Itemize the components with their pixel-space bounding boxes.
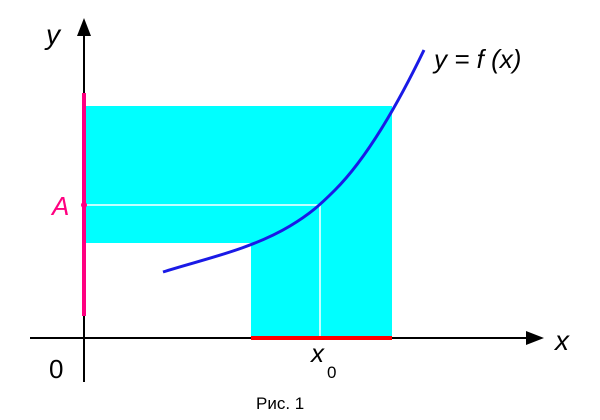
function-curve [162, 49, 426, 274]
x-axis-arrow [526, 331, 544, 345]
figure-caption: Рис. 1 [256, 394, 304, 413]
origin-label: 0 [49, 354, 63, 384]
y-axis-label: y [44, 19, 62, 50]
x0-label: x [309, 338, 325, 368]
function-label: y = f (x) [432, 44, 521, 74]
vertical-neighborhood-band [251, 106, 392, 337]
point-a-marker [81, 202, 87, 208]
point-a-label: A [50, 191, 69, 221]
x0-subscript: 0 [327, 363, 336, 382]
x-axis-label: x [553, 325, 570, 356]
y-axis-arrow [77, 18, 91, 36]
